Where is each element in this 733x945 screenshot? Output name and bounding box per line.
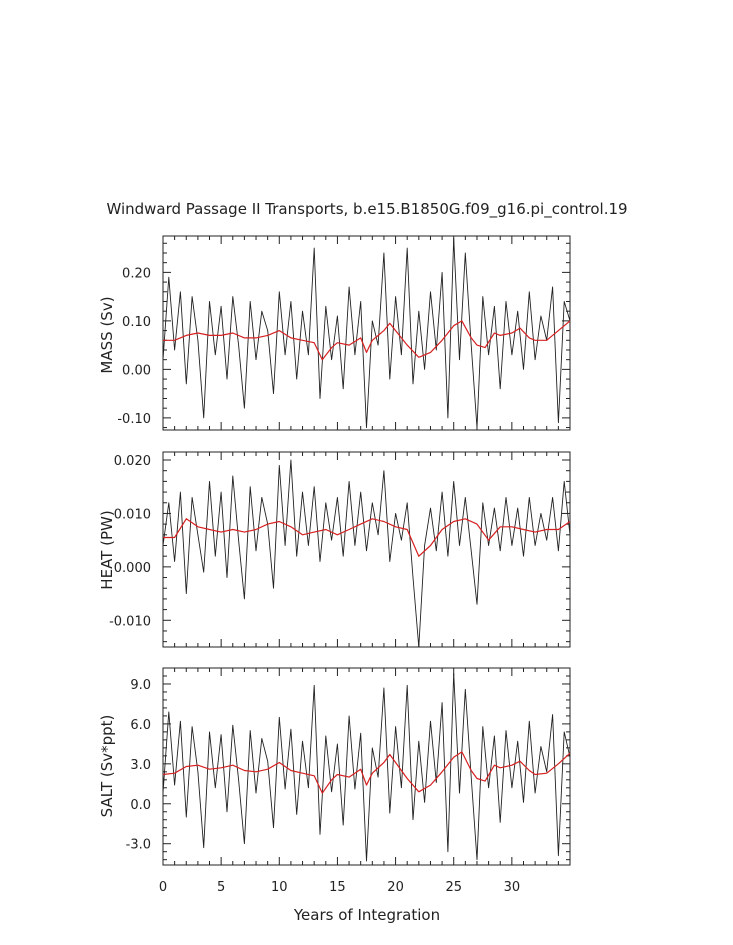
plot-frame	[162, 451, 571, 648]
ylabel-salt: SALT (Sv*ppt)	[98, 715, 116, 818]
x-tick-label: 15	[329, 880, 346, 895]
y-tick-label: 6.0	[130, 718, 151, 733]
y-tick-label: 9.0	[130, 678, 151, 693]
series-line-smoothed	[163, 518, 571, 557]
y-tick-label: -0.10	[117, 412, 151, 427]
x-tick-label: 25	[445, 880, 462, 895]
y-tick-label: 0.10	[122, 315, 151, 330]
panel-salt: SALT (Sv*ppt) -3.0 0.0 3.0 6.0 9.0 0 5 10 15 20 25…	[98, 667, 571, 895]
x-tick-label: 30	[504, 880, 521, 895]
ylabel-mass: MASS (Sv)	[98, 296, 116, 373]
y-tick-label: 3.0	[130, 758, 151, 773]
series-line-smoothed	[162, 751, 571, 794]
y-tick-label: 0.020	[114, 454, 151, 469]
y-tick-label: -0.010	[109, 614, 151, 629]
x-tick-label: 5	[217, 880, 225, 895]
panel-mass: MASS (Sv) -0.10 0.00 0.10 0.20	[98, 235, 571, 431]
series-line-raw	[162, 672, 571, 862]
y-tick-label: 0.0	[130, 798, 151, 813]
series-line-raw	[162, 237, 571, 429]
series-line-smoothed	[163, 320, 571, 361]
ylabel-heat: HEAT (PW)	[98, 510, 116, 589]
plot-frame	[162, 667, 571, 866]
y-tick-label: 0.000	[114, 561, 151, 576]
y-tick-label: 0.010	[114, 507, 151, 522]
plot-frame	[162, 235, 571, 431]
chart-title: Windward Passage II Transports, b.e15.B1…	[106, 200, 627, 219]
y-tick-label: -3.0	[126, 838, 151, 853]
y-tick-label: 0.00	[122, 363, 151, 378]
series-line-raw	[162, 459, 571, 648]
x-tick-label: 10	[271, 880, 288, 895]
panel-heat: HEAT (PW) -0.010 0.000 0.010 0.020	[98, 451, 571, 648]
x-tick-label: 20	[387, 880, 404, 895]
x-tick-label: 0	[159, 880, 167, 895]
xlabel: Years of Integration	[293, 906, 440, 924]
y-tick-label: 0.20	[122, 266, 151, 281]
